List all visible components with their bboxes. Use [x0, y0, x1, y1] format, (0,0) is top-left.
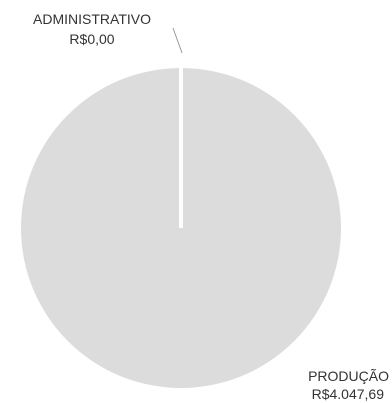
pie-labels: ADMINISTRATIVO R$0,00 PRODUÇÃO R$4.047,6… [33, 11, 389, 402]
slice-value-producao: R$4.047,69 [312, 386, 385, 402]
pie-leader-lines [172, 27, 183, 54]
leader-line-administrativo [172, 27, 183, 54]
slice-label-producao: PRODUÇÃO [308, 368, 389, 384]
slice-value-administrativo: R$0,00 [69, 31, 114, 47]
slice-label-administrativo: ADMINISTRATIVO [33, 11, 151, 27]
